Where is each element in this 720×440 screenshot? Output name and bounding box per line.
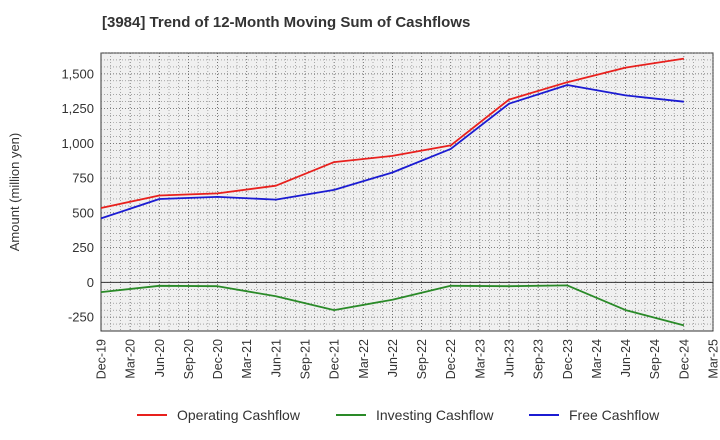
x-tick-label: Jun-20 (153, 339, 167, 377)
y-tick-label: 1,250 (61, 101, 94, 116)
series-line-free-cashflow (100, 84, 684, 220)
x-tick-label: Jun-24 (619, 339, 633, 377)
legend-label-operating-cashflow: Operating Cashflow (177, 407, 301, 423)
series-layer (100, 57, 685, 327)
y-tick-labels: -250 0 250 500 750 1,000 1,250 1,500 (61, 66, 94, 324)
x-tick-label: Dec-20 (211, 339, 225, 379)
x-tick-label: Mar-23 (473, 339, 487, 379)
x-tick-label: Mar-25 (707, 339, 720, 379)
x-tick-label: Sep-24 (648, 339, 662, 379)
x-tick-label: Mar-22 (357, 339, 371, 379)
x-tick-label: Sep-23 (532, 339, 546, 379)
series-line-investing-cashflow (100, 284, 685, 327)
x-tick-label: Sep-21 (299, 339, 313, 379)
x-tick-label: Mar-21 (240, 339, 254, 379)
x-tick-label: Mar-24 (590, 339, 604, 379)
y-tick-label: 1,500 (61, 66, 94, 81)
legend-label-free-cashflow: Free Cashflow (569, 407, 660, 423)
x-tick-label: Dec-24 (677, 339, 691, 379)
x-tick-label: Jun-21 (269, 339, 283, 377)
x-tick-labels: Dec-19 Mar-20 Jun-20 Sep-20 Dec-20 Mar-21 Jun-… (95, 339, 720, 379)
x-tick-label: Dec-19 (95, 339, 109, 379)
legend: Operating Cashflow Investing Cashflow Free… (137, 407, 660, 423)
x-tick-label: Mar-20 (124, 339, 138, 379)
y-tick-label: 500 (72, 205, 94, 220)
y-tick-label: -250 (68, 310, 94, 325)
y-tick-label: 1,000 (61, 136, 94, 151)
y-axis-label: Amount (million yen) (7, 133, 22, 252)
x-tick-label: Dec-22 (444, 339, 458, 379)
x-tick-label: Jun-22 (386, 339, 400, 377)
y-tick-label: 750 (72, 171, 94, 186)
x-tick-label: Jun-23 (503, 339, 517, 377)
y-tick-label: 0 (87, 275, 94, 290)
x-tick-label: Dec-23 (561, 339, 575, 379)
x-tick-label: Sep-20 (182, 339, 196, 379)
series-line-operating-cashflow (100, 57, 685, 209)
x-tick-label: Dec-21 (328, 339, 342, 379)
y-tick-label: 250 (72, 240, 94, 255)
x-tick-label: Sep-22 (415, 339, 429, 379)
legend-label-investing-cashflow: Investing Cashflow (376, 407, 494, 423)
chart-title: [3984] Trend of 12-Month Moving Sum of C… (102, 14, 471, 31)
